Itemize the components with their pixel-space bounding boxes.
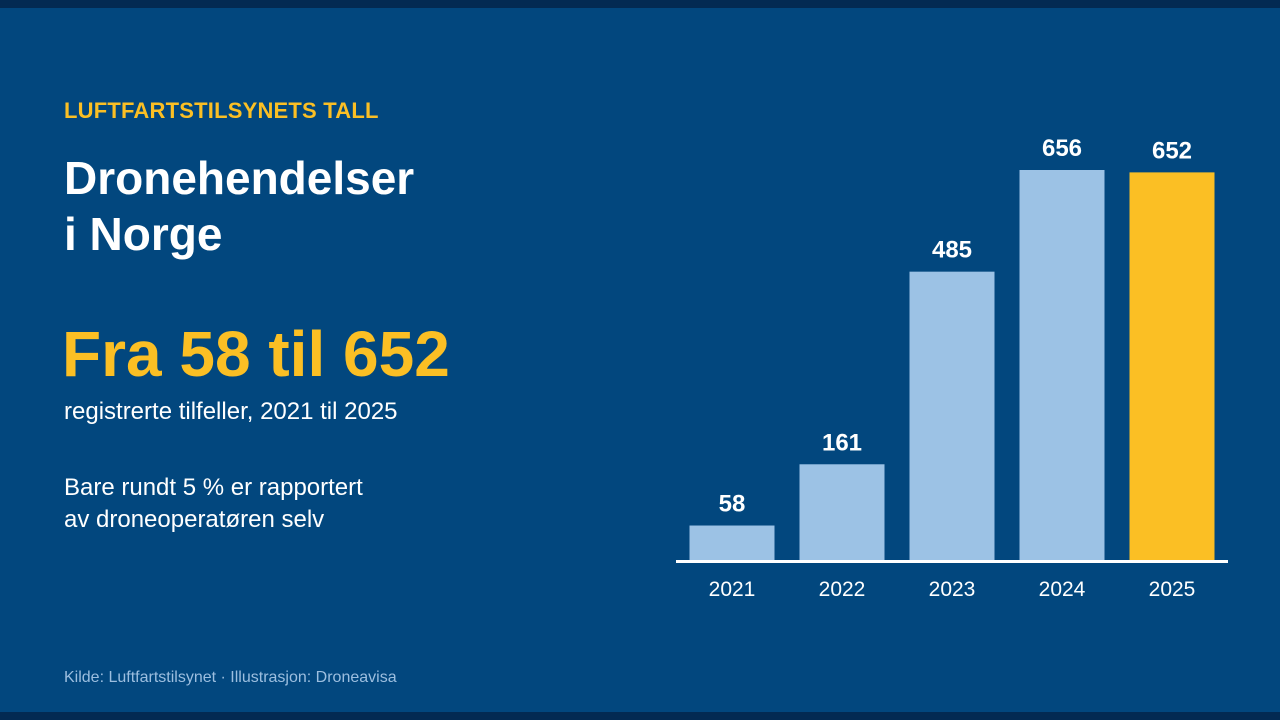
x-tick-2023: 2023 bbox=[929, 578, 976, 601]
x-tick-2022: 2022 bbox=[819, 578, 866, 601]
x-tick-2024: 2024 bbox=[1039, 578, 1086, 601]
headline-stat: Fra 58 til 652 bbox=[62, 318, 450, 390]
data-label-2024: 656 bbox=[1042, 135, 1082, 162]
bottom-border bbox=[0, 712, 1280, 720]
source-footer: Kilde: Luftfartstilsynet · Illustrasjon:… bbox=[64, 669, 397, 686]
note-line-2: av droneoperatøren selv bbox=[64, 506, 325, 533]
page-title: Dronehendelser i Norge bbox=[64, 150, 414, 262]
bar-2022 bbox=[799, 464, 885, 560]
x-tick-2025: 2025 bbox=[1149, 578, 1196, 601]
bar-2024 bbox=[1019, 170, 1105, 560]
note: Bare rundt 5 % er rapportert av droneope… bbox=[64, 472, 363, 536]
data-label-2021: 58 bbox=[719, 491, 746, 518]
data-label-2022: 161 bbox=[822, 429, 862, 456]
x-tick-2021: 2021 bbox=[709, 578, 756, 601]
bar-2021 bbox=[689, 525, 775, 560]
bar-2025 bbox=[1129, 172, 1215, 560]
title-line-1: Dronehendelser bbox=[64, 152, 415, 204]
top-border bbox=[0, 0, 1280, 8]
note-line-1: Bare rundt 5 % er rapportert bbox=[64, 474, 363, 501]
headline-subtext: registrerte tilfeller, 2021 til 2025 bbox=[64, 398, 398, 425]
data-label-2025: 652 bbox=[1152, 137, 1192, 164]
kicker: LUFTFARTSTILSYNETS TALL bbox=[64, 98, 379, 123]
data-label-2023: 485 bbox=[932, 237, 972, 264]
bar-2023 bbox=[909, 271, 995, 560]
title-line-2: i Norge bbox=[64, 208, 223, 260]
